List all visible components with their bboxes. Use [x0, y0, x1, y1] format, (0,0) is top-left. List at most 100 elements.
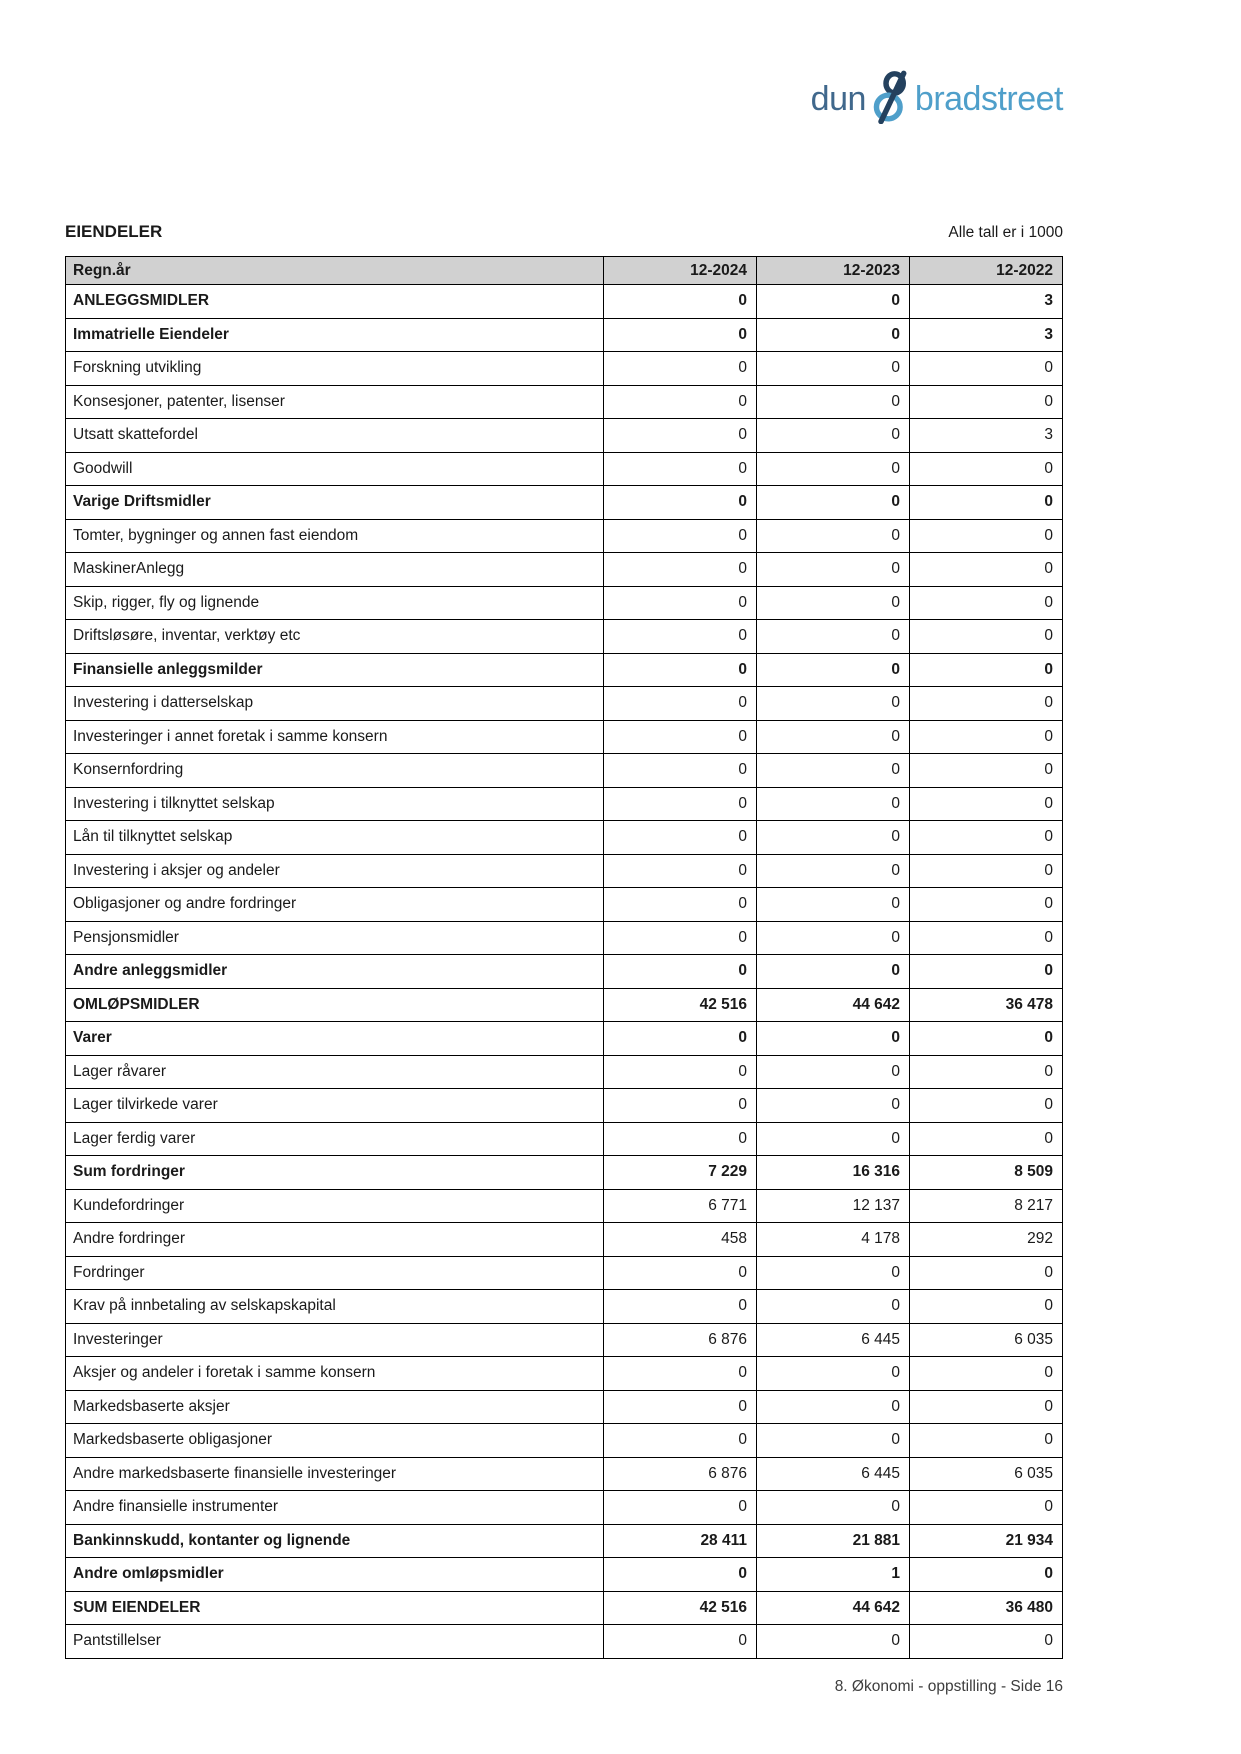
units-note: Alle tall er i 1000	[948, 224, 1063, 241]
row-value: 0	[603, 954, 757, 989]
table-row: Pantstillelser 0 0 0	[65, 1624, 1063, 1659]
row-value: 0	[756, 1490, 910, 1525]
row-value: 0	[603, 552, 757, 587]
row-value: 0	[603, 451, 757, 486]
row-label: Andre anleggsmidler	[65, 954, 604, 989]
row-value: 21 881	[756, 1523, 910, 1558]
row-label: Kundefordringer	[65, 1188, 604, 1223]
row-value: 0	[756, 518, 910, 553]
row-label: Driftsløsøre, inventar, verktøy etc	[65, 619, 604, 654]
row-value: 0	[603, 1389, 757, 1424]
row-value: 0	[756, 1054, 910, 1089]
table-row: Goodwill 0 0 0	[65, 451, 1063, 486]
row-value: 0	[756, 317, 910, 352]
row-value: 0	[756, 820, 910, 855]
row-value: 0	[603, 1557, 757, 1592]
row-value: 0	[756, 753, 910, 788]
row-label: Investering i aksjer og andeler	[65, 853, 604, 888]
row-value: 0	[603, 887, 757, 922]
table-row: Markedsbaserte aksjer 0 0 0	[65, 1389, 1063, 1424]
table-row: Lager ferdig varer 0 0 0	[65, 1121, 1063, 1156]
row-label: Andre fordringer	[65, 1222, 604, 1257]
row-value: 6 771	[603, 1188, 757, 1223]
table-row: Tomter, bygninger og annen fast eiendom 0…	[65, 518, 1063, 553]
table-row: Fordringer 0 0 0	[65, 1255, 1063, 1290]
table-row: OMLØPSMIDLER 42 516 44 642 36 478	[65, 987, 1063, 1022]
row-value: 0	[756, 485, 910, 520]
row-value: 0	[603, 485, 757, 520]
table-row: Investeringer i annet foretak i samme ko…	[65, 719, 1063, 754]
row-value: 0	[909, 920, 1063, 955]
row-value: 36 480	[909, 1590, 1063, 1625]
row-label: Goodwill	[65, 451, 604, 486]
row-label: Finansielle anleggsmilder	[65, 652, 604, 687]
dun-bradstreet-logo: dun bradstreet	[811, 70, 1064, 124]
row-value: 0	[603, 1054, 757, 1089]
row-value: 0	[909, 652, 1063, 687]
row-value: 6 035	[909, 1322, 1063, 1357]
row-value: 0	[909, 552, 1063, 587]
row-value: 0	[603, 1423, 757, 1458]
row-label: Skip, rigger, fly og lignende	[65, 585, 604, 620]
column-header-12-2024: 12-2024	[603, 256, 757, 285]
row-value: 6 876	[603, 1456, 757, 1491]
row-value: 0	[756, 1021, 910, 1056]
row-value: 0	[909, 1289, 1063, 1324]
row-value: 0	[603, 1356, 757, 1391]
row-value: 0	[756, 887, 910, 922]
row-value: 0	[909, 686, 1063, 721]
row-value: 16 316	[756, 1155, 910, 1190]
row-value: 0	[756, 1423, 910, 1458]
row-label: Andre finansielle instrumenter	[65, 1490, 604, 1525]
row-value: 0	[756, 552, 910, 587]
row-value: 0	[603, 518, 757, 553]
table-row: SUM EIENDELER 42 516 44 642 36 480	[65, 1590, 1063, 1625]
table-row: Lager råvarer 0 0 0	[65, 1054, 1063, 1089]
logo-text-bradstreet: bradstreet	[914, 80, 1064, 118]
row-value: 0	[603, 585, 757, 620]
table-row: ANLEGGSMIDLER 0 0 3	[65, 284, 1063, 319]
row-value: 0	[603, 786, 757, 821]
row-label: Pensjonsmidler	[65, 920, 604, 955]
row-value: 0	[909, 1389, 1063, 1424]
row-value: 0	[756, 451, 910, 486]
row-label: Investeringer i annet foretak i samme ko…	[65, 719, 604, 754]
table-row: Investering i tilknyttet selskap 0 0 0	[65, 786, 1063, 821]
row-value: 21 934	[909, 1523, 1063, 1558]
row-value: 0	[603, 619, 757, 654]
column-header-regnaar: Regn.år	[65, 256, 604, 285]
row-value: 0	[603, 820, 757, 855]
row-label: Andre markedsbaserte finansielle investe…	[65, 1456, 604, 1491]
row-value: 0	[909, 786, 1063, 821]
row-label: Obligasjoner og andre fordringer	[65, 887, 604, 922]
table-row: Andre fordringer 458 4 178 292	[65, 1222, 1063, 1257]
table-row: Varer 0 0 0	[65, 1021, 1063, 1056]
row-label: Pantstillelser	[65, 1624, 604, 1659]
row-label: Markedsbaserte aksjer	[65, 1389, 604, 1424]
table-row: Markedsbaserte obligasjoner 0 0 0	[65, 1423, 1063, 1458]
row-value: 4 178	[756, 1222, 910, 1257]
row-value: 0	[756, 786, 910, 821]
row-value: 0	[909, 1490, 1063, 1525]
row-value: 42 516	[603, 1590, 757, 1625]
row-value: 36 478	[909, 987, 1063, 1022]
table-row: Bankinnskudd, kontanter og lignende 28 41…	[65, 1523, 1063, 1558]
row-label: Varer	[65, 1021, 604, 1056]
row-label: Bankinnskudd, kontanter og lignende	[65, 1523, 604, 1558]
table-row: Investeringer 6 876 6 445 6 035	[65, 1322, 1063, 1357]
row-label: OMLØPSMIDLER	[65, 987, 604, 1022]
row-value: 0	[756, 954, 910, 989]
row-value: 0	[603, 1021, 757, 1056]
table-row: Krav på innbetaling av selskapskapital 0 0…	[65, 1289, 1063, 1324]
row-value: 0	[756, 418, 910, 453]
row-label: MaskinerAnlegg	[65, 552, 604, 587]
row-label: Lager råvarer	[65, 1054, 604, 1089]
row-value: 0	[756, 652, 910, 687]
row-label: Investering i datterselskap	[65, 686, 604, 721]
row-label: Konsesjoner, patenter, lisenser	[65, 384, 604, 419]
row-label: Investering i tilknyttet selskap	[65, 786, 604, 821]
table-row: Varige Driftsmidler 0 0 0	[65, 485, 1063, 520]
row-value: 0	[756, 719, 910, 754]
table-row: Investering i datterselskap 0 0 0	[65, 686, 1063, 721]
row-value: 44 642	[756, 987, 910, 1022]
